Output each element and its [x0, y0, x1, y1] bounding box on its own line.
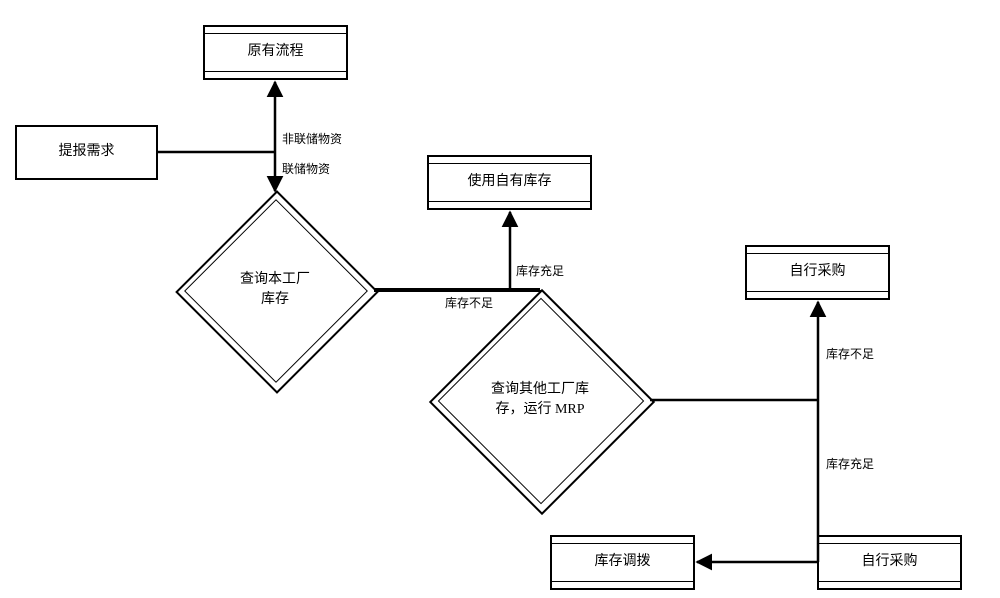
node-check-other-stock: 查询其他工厂库存，运行 MRP [425, 285, 655, 515]
edge-text: 联储物资 [282, 162, 330, 176]
edge-label-stock-enough-2: 库存充足 [826, 455, 874, 472]
node-label: 自行采购 [790, 263, 846, 281]
diamond-text-2: 查询其他工厂库存，运行 MRP [491, 380, 589, 419]
edge-text: 库存不足 [826, 347, 874, 361]
node-original-process: 原有流程 [203, 25, 348, 80]
node-label: 查询其他工厂库存，运行 MRP [425, 285, 655, 515]
edge-label-joint: 联储物资 [282, 160, 330, 177]
edge-label-non-joint: 非联储物资 [282, 130, 342, 147]
edge-text: 库存充足 [826, 457, 874, 471]
diamond-text-1: 查询本工厂库存 [240, 270, 310, 309]
edge-text: 库存充足 [516, 264, 564, 278]
node-label: 提报需求 [59, 143, 115, 161]
node-label: 查询本工厂库存 [175, 190, 375, 390]
edge-label-stock-enough-1: 库存充足 [516, 262, 564, 279]
node-use-own-stock: 使用自有库存 [427, 155, 592, 210]
edge-label-stock-short-2: 库存不足 [826, 345, 874, 362]
edge-text: 库存不足 [445, 296, 493, 310]
edge-label-stock-short-1: 库存不足 [445, 294, 493, 311]
edge-text: 非联储物资 [282, 132, 342, 146]
node-label: 原有流程 [248, 43, 304, 61]
node-self-purchase-bottom: 自行采购 [817, 535, 962, 590]
node-stock-transfer: 库存调拨 [550, 535, 695, 590]
node-label: 库存调拨 [595, 553, 651, 571]
node-submit-demand: 提报需求 [15, 125, 158, 180]
node-self-purchase-top: 自行采购 [745, 245, 890, 300]
node-check-local-stock: 查询本工厂库存 [175, 190, 375, 390]
node-label: 自行采购 [862, 553, 918, 571]
node-label: 使用自有库存 [468, 173, 552, 191]
